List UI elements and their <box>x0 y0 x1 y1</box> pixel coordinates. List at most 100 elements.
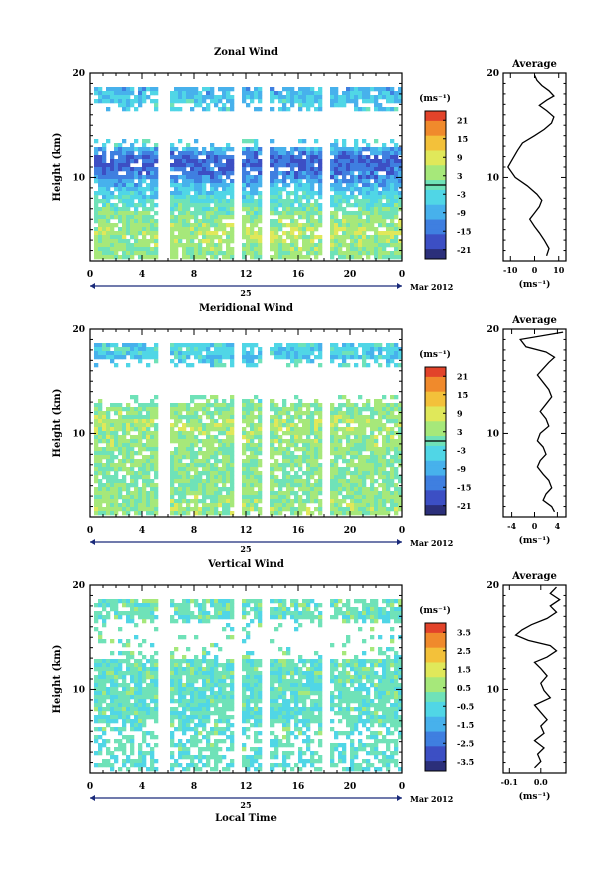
heatmap-cell <box>222 167 227 172</box>
heatmap-cell <box>302 491 307 496</box>
heatmap-cell <box>98 491 103 496</box>
heatmap-cell <box>274 483 279 488</box>
colorbar-segment <box>425 406 446 412</box>
avg-y-tick-label: 10 <box>486 429 499 439</box>
heatmap-cell <box>310 359 315 364</box>
heatmap-cell <box>394 179 399 184</box>
heatmap-cell <box>150 603 155 608</box>
heatmap-cell <box>254 451 259 456</box>
heatmap-cell <box>190 175 195 180</box>
heatmap-cell <box>138 491 143 496</box>
heatmap-cell <box>350 187 355 192</box>
heatmap-cell <box>190 427 195 432</box>
heatmap-cell <box>274 183 279 188</box>
heatmap-cell <box>278 503 283 508</box>
heatmap-cell <box>146 483 151 488</box>
heatmap-cell <box>174 347 179 352</box>
heatmap-cell <box>118 659 123 664</box>
heatmap-cell <box>106 223 111 228</box>
heatmap-cell <box>386 603 391 608</box>
heatmap-cell <box>306 235 311 240</box>
heatmap-cell <box>242 471 247 476</box>
heatmap-cell <box>210 155 215 160</box>
heatmap-cell <box>354 495 359 500</box>
heatmap-cell <box>218 447 223 452</box>
heatmap-cell <box>130 147 135 152</box>
heatmap-cell <box>242 451 247 456</box>
heatmap-cell <box>298 175 303 180</box>
heatmap-cell <box>94 659 99 664</box>
heatmap-cell <box>182 491 187 496</box>
heatmap-cell <box>394 171 399 176</box>
heatmap-cell <box>174 403 179 408</box>
heatmap-cell <box>294 99 299 104</box>
heatmap-cell <box>214 351 219 356</box>
heatmap-cell <box>314 507 319 512</box>
heatmap-cell <box>394 251 399 256</box>
heatmap-cell <box>170 143 175 148</box>
heatmap-cell <box>358 487 363 492</box>
heatmap-cell <box>94 227 99 232</box>
heatmap-cell <box>306 359 311 364</box>
heatmap-cell <box>298 359 303 364</box>
heatmap-cell <box>354 87 359 92</box>
heatmap-cell <box>126 151 131 156</box>
heatmap-cell <box>110 479 115 484</box>
heatmap-cell <box>178 419 183 424</box>
heatmap-cell <box>358 459 363 464</box>
heatmap-cell <box>310 171 315 176</box>
heatmap-cell <box>138 503 143 508</box>
heatmap-cell <box>198 607 203 612</box>
heatmap-cell <box>350 507 355 512</box>
heatmap-cell <box>106 107 111 112</box>
heatmap-cell <box>362 431 367 436</box>
heatmap-cell <box>102 491 107 496</box>
heatmap-cell <box>378 635 383 640</box>
heatmap-cell <box>246 151 251 156</box>
heatmap-cell <box>342 251 347 256</box>
heatmap-cell <box>202 195 207 200</box>
heatmap-cell <box>210 199 215 204</box>
heatmap-cell <box>366 511 371 516</box>
heatmap-cell <box>362 211 367 216</box>
heatmap-cell <box>382 479 387 484</box>
heatmap-cell <box>118 479 123 484</box>
heatmap-cell <box>194 443 199 448</box>
heatmap-cell <box>366 459 371 464</box>
heatmap-cell <box>270 471 275 476</box>
heatmap-cell <box>394 363 399 368</box>
heatmap-cell <box>346 451 351 456</box>
heatmap-cell <box>354 483 359 488</box>
heatmap-cell <box>390 179 395 184</box>
heatmap-cell <box>154 171 159 176</box>
heatmap-cell <box>258 175 263 180</box>
heatmap-cell <box>126 439 131 444</box>
heatmap-cell <box>398 147 403 152</box>
heatmap-cell <box>394 247 399 252</box>
heatmap-cell <box>314 603 319 608</box>
heatmap-cell <box>390 663 395 668</box>
heatmap-cell <box>210 171 215 176</box>
heatmap-cell <box>118 215 123 220</box>
heatmap-cell <box>134 191 139 196</box>
heatmap-cell <box>286 651 291 656</box>
heatmap-cell <box>274 427 279 432</box>
heatmap-cell <box>386 191 391 196</box>
heatmap-cell <box>250 483 255 488</box>
heatmap-cell <box>150 415 155 420</box>
heatmap-cell <box>330 439 335 444</box>
heatmap-cell <box>334 239 339 244</box>
heatmap-cell <box>386 615 391 620</box>
heatmap-cell <box>366 455 371 460</box>
heatmap-cell <box>394 611 399 616</box>
heatmap-cell <box>358 435 363 440</box>
heatmap-cell <box>370 427 375 432</box>
heatmap-cell <box>286 443 291 448</box>
heatmap-cell <box>174 247 179 252</box>
heatmap-cell <box>114 599 119 604</box>
heatmap-cell <box>226 107 231 112</box>
colorbar-segment <box>425 229 446 235</box>
heatmap-cell <box>138 199 143 204</box>
heatmap-cell <box>114 467 119 472</box>
heatmap-cell <box>366 107 371 112</box>
